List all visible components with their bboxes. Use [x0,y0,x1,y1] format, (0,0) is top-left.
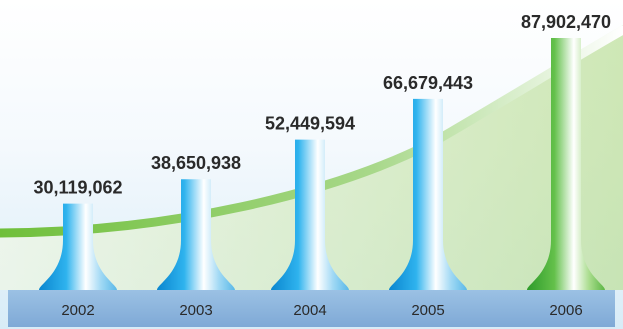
bar-2002 [39,203,117,290]
bars-layer [39,38,605,290]
bar-2003 [157,179,235,290]
bar-2004 [271,139,349,290]
value-label-2003: 38,650,938 [151,153,241,173]
value-label-2002: 30,119,062 [33,178,122,198]
value-label-2004: 52,449,594 [265,114,355,134]
x-tick-label-2006: 2006 [549,302,582,319]
labels-layer: 30,119,062 2002 38,650,938 2003 52,449,594 20… [33,12,611,319]
x-tick-label-2005: 2005 [411,302,444,319]
x-tick-label-2003: 2003 [179,302,212,319]
value-label-2006: 87,902,470 [521,12,611,32]
bar-2005 [389,98,467,290]
x-axis-band [8,290,615,327]
value-label-2005: 66,679,443 [383,73,473,93]
x-tick-label-2002: 2002 [61,302,94,319]
x-tick-label-2004: 2004 [293,302,326,319]
bar-2006 [527,38,605,290]
